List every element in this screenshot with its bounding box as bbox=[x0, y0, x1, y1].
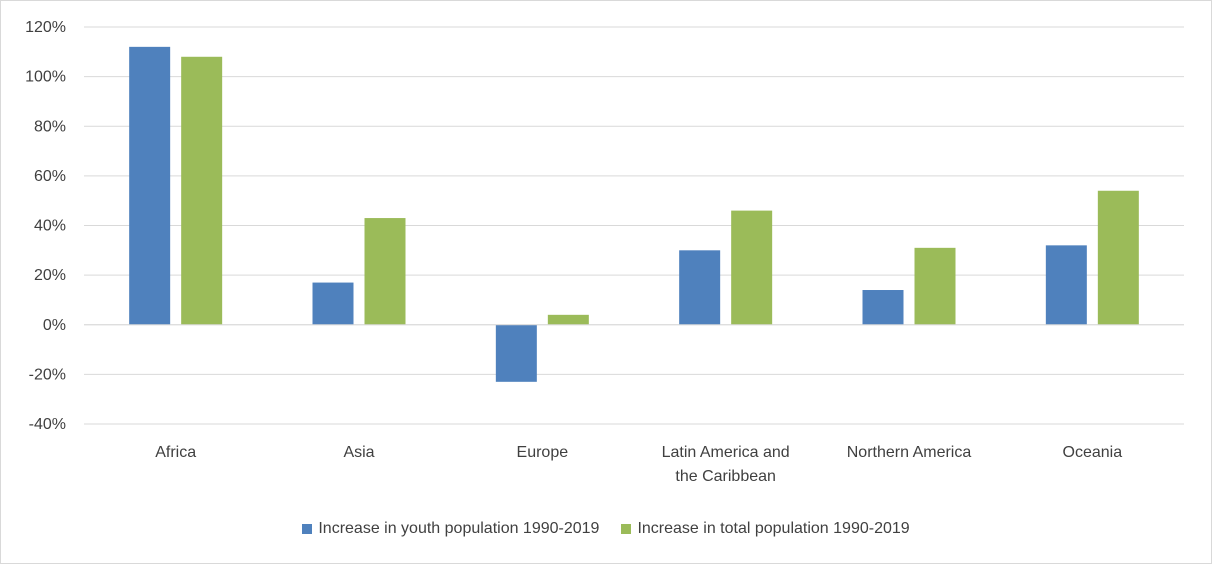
bar-total bbox=[181, 56, 223, 325]
y-tick-label: 100% bbox=[25, 69, 66, 86]
y-tick-label: 60% bbox=[34, 168, 66, 185]
bar-youth bbox=[862, 290, 904, 325]
y-tick-label: 0% bbox=[43, 317, 66, 334]
bar-youth bbox=[1045, 245, 1087, 325]
bar-chart: -40% -20% 0% 20% 40% 60% 80% 100% 120% Africa Asi… bbox=[25, 19, 1184, 485]
x-category-label: Asia bbox=[343, 444, 374, 461]
x-category-label: Latin America and bbox=[662, 444, 790, 461]
bar-total bbox=[364, 218, 406, 325]
y-tick-label: -40% bbox=[29, 416, 66, 433]
legend-label-total: Increase in total population 1990-2019 bbox=[637, 520, 910, 537]
y-tick-label: 40% bbox=[34, 218, 66, 235]
y-tick-label: 80% bbox=[34, 118, 66, 135]
x-category-label: Oceania bbox=[1063, 444, 1123, 461]
bar-youth bbox=[129, 46, 171, 325]
x-category-label: the Caribbean bbox=[675, 468, 776, 485]
y-tick-label: 120% bbox=[25, 19, 66, 36]
legend-item-total: Increase in total population 1990-2019 bbox=[621, 520, 910, 538]
bars bbox=[84, 46, 1184, 382]
bar-youth bbox=[495, 324, 537, 382]
y-tick-label: -20% bbox=[29, 366, 66, 383]
x-category-label: Africa bbox=[155, 444, 196, 461]
gridlines bbox=[84, 26, 1184, 425]
y-tick-label: 20% bbox=[34, 267, 66, 284]
bar-total bbox=[731, 210, 773, 325]
x-axis-categories: Africa Asia Europe Latin America and the Car… bbox=[155, 444, 1122, 485]
legend: Increase in youth population 1990-2019 I… bbox=[0, 520, 1212, 538]
legend-swatch-youth bbox=[302, 524, 313, 534]
legend-label-youth: Increase in youth population 1990-2019 bbox=[318, 520, 600, 537]
bar-total bbox=[914, 247, 956, 325]
bar-total bbox=[547, 314, 589, 325]
legend-item-youth: Increase in youth population 1990-2019 bbox=[302, 520, 599, 538]
bar-total bbox=[1097, 190, 1139, 325]
x-category-label: Europe bbox=[517, 444, 569, 461]
x-category-label: Northern America bbox=[847, 444, 972, 461]
bar-youth bbox=[312, 282, 354, 325]
bar-youth bbox=[679, 250, 721, 325]
legend-swatch-total bbox=[621, 524, 632, 534]
y-axis-ticks: -40% -20% 0% 20% 40% 60% 80% 100% 120% bbox=[25, 19, 66, 433]
